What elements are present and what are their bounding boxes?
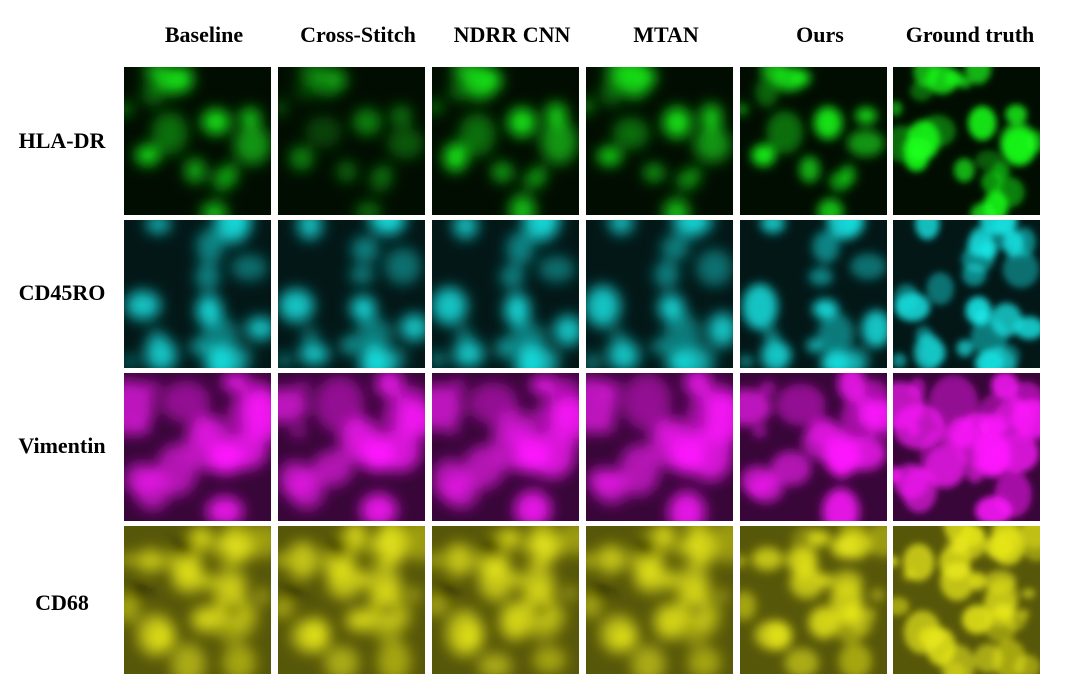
tile-cd68-ground-truth — [893, 526, 1040, 674]
tile-cd68-ours — [740, 526, 887, 674]
column-header-mtan: MTAN — [633, 22, 699, 47]
row-label-vimentin: Vimentin — [18, 433, 106, 458]
tile-hla-dr-mtan — [586, 67, 733, 215]
tile-cd45ro-mtan — [586, 220, 733, 368]
column-header-ground-truth: Ground truth — [905, 22, 1035, 47]
tile-cd45ro-ground-truth — [893, 220, 1040, 368]
row-label-cd68: CD68 — [35, 590, 89, 615]
tile-cd45ro-ours — [740, 220, 887, 368]
column-header-ndrr-cnn: NDRR CNN — [453, 22, 571, 47]
tile-hla-dr-ndrr-cnn — [432, 67, 579, 215]
tile-hla-dr-baseline — [124, 67, 271, 215]
tile-vimentin-mtan — [586, 373, 733, 521]
column-header-ours: Ours — [796, 22, 844, 47]
row-label-cd45ro: CD45RO — [18, 280, 106, 305]
tile-cd68-mtan — [586, 526, 733, 674]
tile-cd68-ndrr-cnn — [432, 526, 579, 674]
tile-hla-dr-ground-truth — [893, 67, 1040, 215]
tile-vimentin-ours — [740, 373, 887, 521]
tile-cd45ro-cross-stitch — [278, 220, 425, 368]
tile-hla-dr-ours — [740, 67, 887, 215]
column-header-baseline: Baseline — [164, 22, 244, 47]
tile-cd68-baseline — [124, 526, 271, 674]
tile-vimentin-baseline — [124, 373, 271, 521]
row-label-hla-dr: HLA-DR — [18, 128, 106, 153]
column-header-cross-stitch: Cross-Stitch — [300, 22, 416, 47]
tile-hla-dr-cross-stitch — [278, 67, 425, 215]
tile-vimentin-ndrr-cnn — [432, 373, 579, 521]
tile-cd68-cross-stitch — [278, 526, 425, 674]
tile-cd45ro-baseline — [124, 220, 271, 368]
tile-vimentin-ground-truth — [893, 373, 1040, 521]
tile-cd45ro-ndrr-cnn — [432, 220, 579, 368]
tile-vimentin-cross-stitch — [278, 373, 425, 521]
